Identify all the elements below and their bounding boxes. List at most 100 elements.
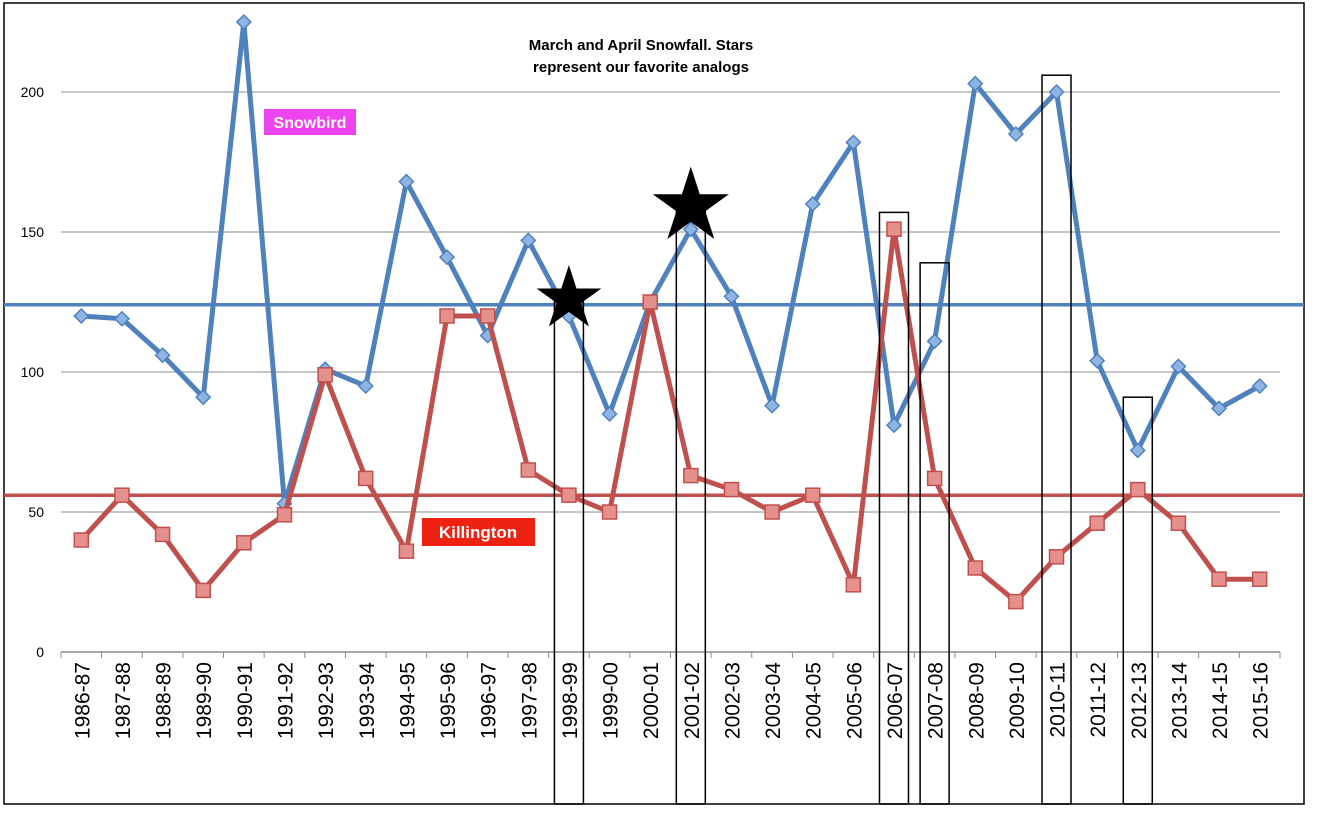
legend-snowbird-background [264, 109, 356, 135]
killington-point [804, 487, 821, 503]
killington-point [561, 487, 577, 503]
snowbird-point [885, 417, 903, 434]
snowbird-point [926, 333, 943, 350]
x-tick-label: 2012-13 [1128, 662, 1151, 739]
analog-box-2007-08 [919, 262, 950, 805]
x-tick-label: 1998-99 [559, 662, 582, 739]
analog-star-2001-02 [652, 166, 729, 239]
x-tick-label: 1993-94 [356, 662, 379, 739]
killington-point [479, 308, 496, 324]
killington-point [1211, 571, 1227, 587]
y-tick-labels: 0 50 100 150 200 [21, 84, 45, 660]
x-tick-labels: 1986-87 1987-88 1988-89 1989-90 1990-91 1991-… [71, 662, 1272, 739]
snowbird-point [601, 405, 618, 423]
chart-border [3, 2, 1305, 805]
x-tick-label: 2001-02 [681, 662, 704, 739]
x-tick-label: 2003-04 [762, 662, 785, 739]
snowbird-point [1007, 125, 1024, 143]
killington-point [1089, 515, 1105, 531]
x-tick-label: 2004-05 [803, 662, 826, 739]
killington-point [1170, 515, 1187, 531]
x-tick-label: 1988-89 [153, 662, 176, 739]
killington-point [520, 462, 537, 478]
x-tick-label: 2005-06 [843, 662, 866, 739]
x-tick-label: 2002-03 [721, 662, 744, 739]
killington-point [439, 308, 455, 324]
legend-killington-background [422, 518, 535, 546]
x-tick-label: 2007-08 [925, 662, 948, 739]
snowbird-point [723, 288, 740, 305]
y-tick-label: 0 [36, 644, 44, 660]
killington-point [114, 487, 130, 503]
snowbird-point [438, 249, 456, 266]
legend-killington: Killington [422, 518, 535, 546]
gridlines [60, 91, 1281, 658]
x-tick-label: 2013-14 [1168, 662, 1191, 739]
killington-point [926, 470, 943, 487]
killington-point [195, 582, 211, 599]
legend-snowbird: Snowbird [264, 109, 356, 135]
legend-snowbird-label: Snowbird [274, 115, 347, 132]
x-tick-label: 2008-09 [965, 662, 988, 739]
analog-stars [536, 166, 729, 327]
killington-point [1048, 549, 1065, 565]
killington-point [358, 470, 374, 487]
snowbird-point [1048, 83, 1065, 101]
snowbird-point [764, 397, 781, 414]
killington-point [236, 535, 252, 551]
y-tick-label: 200 [21, 84, 45, 100]
y-tick-label: 150 [21, 224, 45, 240]
x-tick-label: 1986-87 [71, 662, 94, 739]
killington-point [886, 221, 902, 237]
chart-title-line-1: March and April Snowfall. Stars [529, 37, 754, 54]
killington-point [601, 504, 618, 520]
snowbird-point [1129, 442, 1146, 459]
snowbird-point [520, 232, 537, 249]
snowbird-point [682, 221, 699, 238]
killington-point [1130, 481, 1146, 498]
killington-point [276, 507, 293, 523]
series-lines [73, 13, 1268, 610]
analog-star-1998-99 [536, 265, 602, 327]
killington-point [398, 543, 415, 559]
x-tick-label: 1999-00 [600, 662, 623, 739]
x-tick-label: 2015-16 [1250, 662, 1273, 739]
killington-point [764, 504, 780, 520]
analog-box-2012-13 [1122, 396, 1154, 805]
x-tick-label: 1990-91 [234, 662, 257, 739]
x-tick-label: 1991-92 [274, 662, 297, 739]
snowbird-point [154, 347, 171, 364]
chart-title-line-2: represent our favorite analogs [533, 59, 749, 76]
killington-point [642, 294, 658, 310]
snowbird-point [235, 13, 252, 31]
x-tick-label: 2006-07 [884, 662, 907, 739]
snowbird-point [195, 389, 212, 406]
legend-killington-label: Killington [439, 523, 517, 542]
x-tick-label: 1997-98 [518, 662, 541, 739]
y-tick-label: 50 [28, 504, 44, 520]
killington-point [1251, 571, 1268, 587]
x-tick-label: 1992-93 [315, 662, 338, 739]
killington-point [154, 526, 171, 543]
killington-point [1008, 593, 1024, 610]
x-tick-label: 2011-12 [1087, 662, 1110, 738]
snowbird-point [1170, 358, 1187, 375]
killington-point [967, 560, 983, 576]
killington-point [845, 577, 862, 593]
snowbird-point [967, 75, 984, 92]
snowbird-point [73, 307, 90, 325]
killington-point [723, 481, 740, 498]
x-tick-label: 1987-88 [112, 662, 135, 739]
x-tick-label: 2010-11 [1047, 662, 1070, 738]
snowbird-point [845, 134, 862, 151]
x-tick-label: 2000-01 [640, 662, 663, 739]
snowbird-series-line [81, 19, 1261, 507]
x-tick-label: 1996-97 [478, 662, 501, 739]
x-tick-label: 1995-96 [437, 662, 460, 739]
snowbird-point [1089, 352, 1106, 369]
snowbird-point [113, 310, 131, 327]
y-tick-label: 100 [21, 364, 45, 380]
killington-point [73, 532, 90, 548]
snowbird-point [398, 173, 415, 190]
